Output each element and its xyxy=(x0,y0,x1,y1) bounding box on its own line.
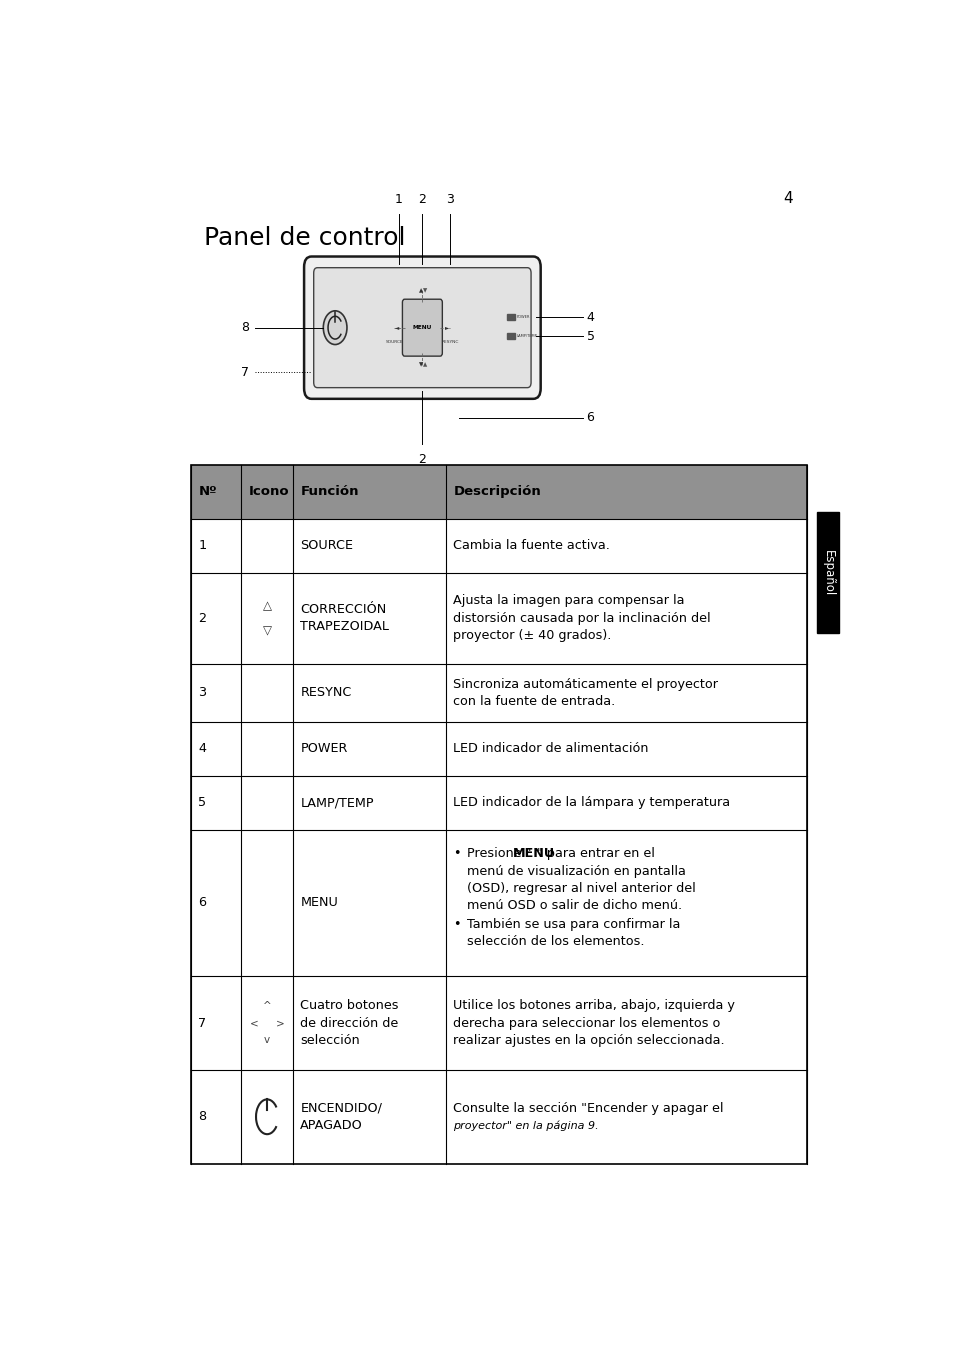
Text: 7: 7 xyxy=(240,366,249,379)
Text: SOURCE: SOURCE xyxy=(385,341,403,345)
Text: 8: 8 xyxy=(240,322,249,334)
Text: 4: 4 xyxy=(198,742,206,756)
Bar xyxy=(191,464,806,519)
Text: 6: 6 xyxy=(198,897,206,909)
Text: Sincroniza automáticamente el proyector: Sincroniza automáticamente el proyector xyxy=(453,678,718,690)
Text: menú de visualización en pantalla: menú de visualización en pantalla xyxy=(466,865,685,878)
Text: 5: 5 xyxy=(198,797,206,809)
Text: menú OSD o salir de dicho menú.: menú OSD o salir de dicho menú. xyxy=(466,899,681,912)
Text: 2: 2 xyxy=(198,612,206,624)
Text: 5: 5 xyxy=(586,330,594,342)
Text: ENCENDIDO/: ENCENDIDO/ xyxy=(300,1102,382,1114)
Text: Consulte la sección "Encender y apagar el: Consulte la sección "Encender y apagar e… xyxy=(453,1102,723,1114)
Text: " para entrar en el: " para entrar en el xyxy=(537,847,654,860)
Text: CORRECCIÓN: CORRECCIÓN xyxy=(300,602,386,616)
Circle shape xyxy=(323,311,347,345)
FancyBboxPatch shape xyxy=(304,256,540,398)
Text: derecha para seleccionar los elementos o: derecha para seleccionar los elementos o xyxy=(453,1017,720,1029)
Text: △: △ xyxy=(262,600,272,612)
Text: Nº: Nº xyxy=(198,485,216,498)
Text: RESYNC: RESYNC xyxy=(300,686,352,700)
Text: con la fuente de entrada.: con la fuente de entrada. xyxy=(453,695,615,708)
Text: (OSD), regresar al nivel anterior del: (OSD), regresar al nivel anterior del xyxy=(466,882,695,895)
FancyBboxPatch shape xyxy=(402,300,442,356)
Text: ▽: ▽ xyxy=(262,624,272,638)
Bar xyxy=(191,464,806,1164)
Text: 8: 8 xyxy=(198,1110,206,1124)
Text: MENU: MENU xyxy=(413,326,432,330)
Text: distorsión causada por la inclinación del: distorsión causada por la inclinación de… xyxy=(453,612,710,624)
Text: Español: Español xyxy=(821,549,834,596)
Text: POWER: POWER xyxy=(516,315,529,319)
Text: POWER: POWER xyxy=(300,742,348,756)
Text: 2: 2 xyxy=(418,453,426,465)
Text: ▼: ▼ xyxy=(423,289,427,293)
Text: Ajusta la imagen para compensar la: Ajusta la imagen para compensar la xyxy=(453,594,684,608)
Text: proyector" en la página 9.: proyector" en la página 9. xyxy=(453,1120,598,1131)
Text: <: < xyxy=(249,1019,258,1028)
Text: 1: 1 xyxy=(198,539,206,552)
Text: Función: Función xyxy=(300,485,358,498)
Text: 4: 4 xyxy=(782,190,792,205)
Text: MENU: MENU xyxy=(512,847,554,860)
Text: ▼: ▼ xyxy=(418,361,422,367)
Text: •: • xyxy=(453,917,460,931)
Text: RESYNC: RESYNC xyxy=(441,341,458,345)
Text: selección de los elementos.: selección de los elementos. xyxy=(466,935,643,949)
Text: LED indicador de alimentación: LED indicador de alimentación xyxy=(453,742,648,756)
Text: ^: ^ xyxy=(262,1001,272,1012)
Text: ◄: ◄ xyxy=(395,326,399,330)
Text: Presione ": Presione " xyxy=(466,847,531,860)
FancyBboxPatch shape xyxy=(314,268,531,387)
Text: proyector (± 40 grados).: proyector (± 40 grados). xyxy=(453,630,611,642)
Text: ►: ► xyxy=(445,326,449,330)
Text: ▲: ▲ xyxy=(418,289,422,293)
Text: Utilice los botones arriba, abajo, izquierda y: Utilice los botones arriba, abajo, izqui… xyxy=(453,999,735,1012)
Text: 2: 2 xyxy=(418,193,426,205)
Text: APAGADO: APAGADO xyxy=(300,1118,363,1132)
Text: LAMP/TEMP: LAMP/TEMP xyxy=(516,334,537,338)
Text: >: > xyxy=(275,1019,285,1028)
Text: ▲: ▲ xyxy=(423,361,427,367)
Bar xyxy=(817,512,839,634)
Text: de dirección de: de dirección de xyxy=(300,1017,398,1029)
Text: selección: selección xyxy=(300,1034,360,1047)
Text: 6: 6 xyxy=(586,411,594,424)
Text: Descripción: Descripción xyxy=(453,485,540,498)
Text: realizar ajustes en la opción seleccionada.: realizar ajustes en la opción selecciona… xyxy=(453,1034,724,1047)
Text: Cambia la fuente activa.: Cambia la fuente activa. xyxy=(453,539,610,552)
Text: 1: 1 xyxy=(395,193,402,205)
Bar xyxy=(507,314,515,320)
Text: LAMP/TEMP: LAMP/TEMP xyxy=(300,797,374,809)
Text: 3: 3 xyxy=(446,193,454,205)
Text: 3: 3 xyxy=(198,686,206,700)
Text: Icono: Icono xyxy=(249,485,289,498)
Text: TRAPEZOIDAL: TRAPEZOIDAL xyxy=(300,620,389,634)
Text: LED indicador de la lámpara y temperatura: LED indicador de la lámpara y temperatur… xyxy=(453,797,730,809)
Text: 7: 7 xyxy=(198,1017,206,1029)
Text: También se usa para confirmar la: También se usa para confirmar la xyxy=(466,917,679,931)
Text: v: v xyxy=(264,1035,270,1045)
Bar xyxy=(507,333,515,340)
Text: SOURCE: SOURCE xyxy=(300,539,353,552)
Text: Cuatro botones: Cuatro botones xyxy=(300,999,398,1012)
Text: •: • xyxy=(453,847,460,860)
Text: Panel de control: Panel de control xyxy=(204,226,405,251)
Text: 4: 4 xyxy=(586,311,594,323)
Text: MENU: MENU xyxy=(300,897,338,909)
